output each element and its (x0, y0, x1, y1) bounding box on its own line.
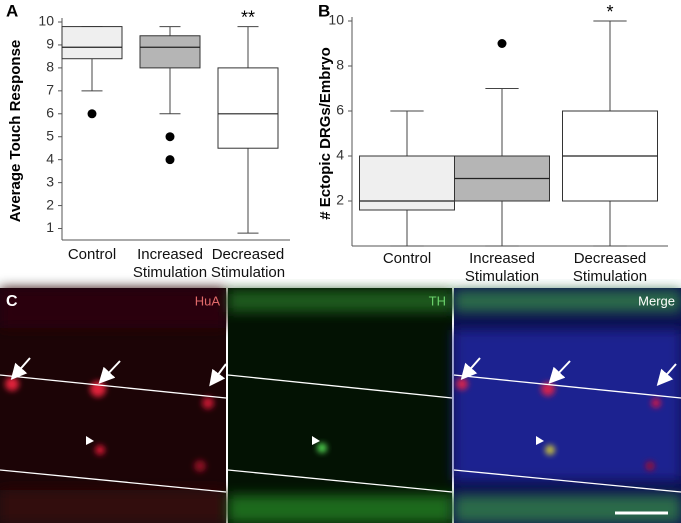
y-tick-label: 6 (46, 104, 54, 120)
y-tick-label: 8 (336, 57, 344, 73)
micrograph-panel (454, 288, 681, 523)
box (217, 67, 279, 149)
box (61, 26, 123, 60)
y-tick-label: 3 (46, 173, 54, 189)
significance: ** (241, 7, 255, 27)
outlier (165, 155, 175, 165)
x-tick-label: Increased Stimulation (464, 250, 540, 285)
significance: * (606, 2, 613, 22)
panel-label: B (318, 1, 330, 20)
channel-label: HuA (195, 293, 221, 308)
micrograph-panel (228, 288, 452, 523)
y-tick-label: 2 (46, 196, 54, 212)
y-tick-label: 2 (336, 192, 344, 208)
outlier (497, 39, 507, 48)
outlier (165, 132, 175, 142)
panel-label: C (6, 293, 18, 310)
y-tick-label: 1 (46, 219, 54, 235)
region-lines (0, 374, 681, 493)
y-tick-label: 10 (328, 12, 344, 28)
arrowheads (86, 436, 544, 445)
y-tick-label: 9 (46, 36, 54, 52)
box (139, 35, 201, 69)
panel-label: A (6, 1, 18, 20)
box (359, 155, 455, 211)
x-tick-label: Control (67, 246, 117, 263)
y-axis-label: # Ectopic DRGs/Embryo (317, 47, 334, 220)
x-tick-label: Decreased Stimulation (572, 250, 648, 285)
y-tick-label: 4 (46, 150, 54, 166)
y-tick-label: 10 (38, 13, 54, 29)
y-tick-label: 6 (336, 102, 344, 118)
x-tick-label: Decreased Stimulation (210, 246, 286, 281)
y-tick-label: 8 (46, 59, 54, 75)
y-tick-label: 5 (46, 127, 54, 143)
y-tick-label: 4 (336, 147, 344, 163)
y-axis-label: Average Touch Response (7, 40, 24, 223)
x-tick-label: Increased Stimulation (132, 246, 208, 281)
x-tick-label: Control (382, 250, 432, 267)
arrows (10, 357, 677, 387)
channel-label: TH (429, 293, 446, 308)
y-tick-label: 7 (46, 82, 54, 98)
outlier (87, 109, 97, 119)
micrograph-panel (0, 288, 226, 523)
channel-label: Merge (638, 293, 675, 308)
